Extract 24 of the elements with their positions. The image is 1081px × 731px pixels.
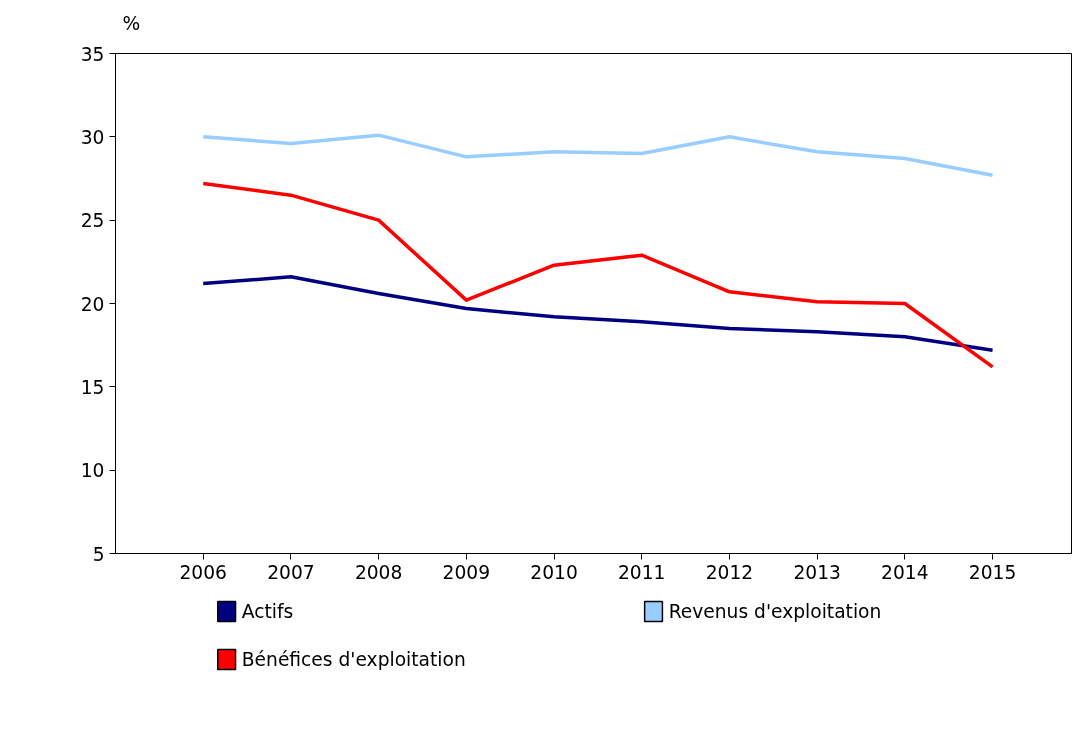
x-tick-label: 2008 — [354, 561, 403, 583]
x-tick-label: 2007 — [267, 561, 315, 583]
x-tick-label: 2013 — [793, 561, 841, 583]
line-series — [201, 133, 995, 177]
legend-label: Bénéfices d'exploitation — [241, 649, 466, 670]
y-tick-label: 30 — [80, 126, 105, 148]
y-tick-label: 35 — [80, 43, 105, 65]
x-tick-label: 2012 — [705, 561, 754, 583]
legend-label: Revenus d'exploitation — [668, 601, 882, 622]
x-tick-label: 2009 — [442, 561, 491, 583]
y-axis-title: % — [122, 13, 141, 34]
legend-label: Actifs — [241, 601, 294, 622]
y-tick-label: 20 — [80, 293, 105, 315]
line-series — [201, 275, 995, 352]
x-tick-label: 2011 — [618, 561, 666, 583]
x-tick-label: 2006 — [179, 561, 227, 583]
x-tick-label: 2015 — [968, 561, 1017, 583]
line-series — [201, 181, 995, 369]
y-tick-label: 25 — [80, 210, 105, 232]
y-tick-label: 10 — [80, 460, 105, 482]
x-tick-label: 2014 — [881, 561, 929, 583]
x-tick-label: 2010 — [530, 561, 578, 583]
y-tick-label: 5 — [92, 543, 105, 565]
y-tick-label: 15 — [80, 376, 105, 398]
